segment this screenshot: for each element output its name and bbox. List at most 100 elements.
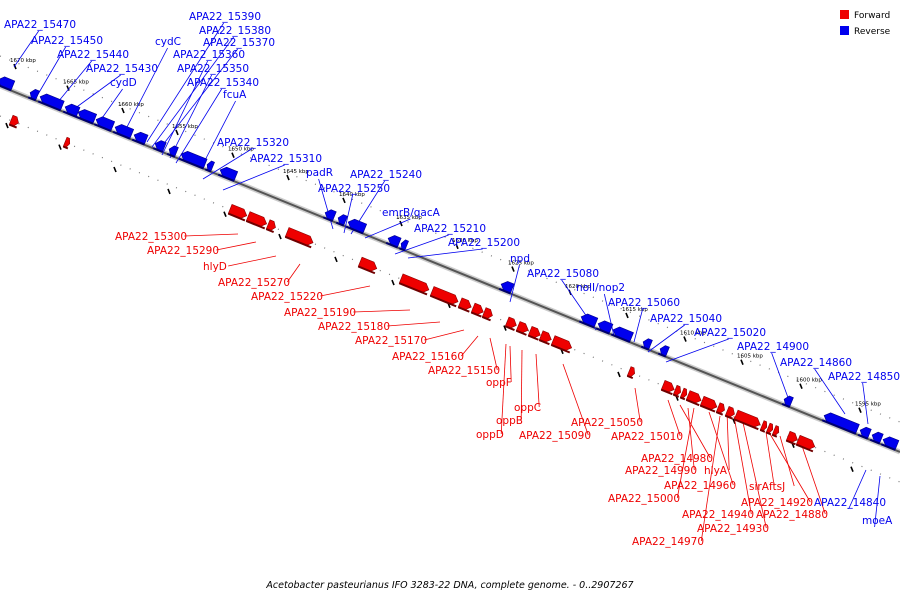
forward-gene-arrow [504,316,517,331]
reverse-gene-label: APA22_15200 [448,237,520,249]
reverse-gene-label: APA22_14900 [737,341,809,353]
label-leader-line [679,404,711,459]
forward-gene-arrow [62,136,71,150]
reverse-gene-arrow [37,93,65,112]
label-leader-line [175,88,222,164]
tick-mark [175,129,179,136]
tick-label: 1640 kbp [339,192,365,198]
forward-gene-arrow [429,286,459,308]
tick-mark [223,211,227,218]
tick-mark [511,266,515,272]
forward-gene-arrow [626,366,635,380]
reverse-gene-arrow [62,103,81,118]
label-leader-line [353,309,411,313]
label-leader-line [161,60,209,156]
tick-mark [391,279,395,286]
gene-features [0,76,900,453]
forward-gene-label: APA22_15090 [519,430,591,442]
reverse-gene-arrow [857,426,872,440]
forward-gene-arrow [672,384,681,398]
tick-mark [121,107,125,114]
tick-mark [625,312,629,319]
reverse-gene-label: APA22_15360 [173,49,245,61]
forward-gene-label: APA22_15160 [392,351,464,363]
label-leader-line [200,100,236,169]
forward-gene-label: APA22_15170 [355,335,427,347]
label-leader-line [73,74,121,110]
reverse-gene-arrow [93,116,116,132]
reverse-gene-arrow [178,150,208,170]
reverse-gene-label: APA22_15430 [86,63,158,75]
forward-gene-arrow [733,409,761,431]
reverse-gene-arrow [385,235,402,249]
tick-mark [399,220,403,227]
forward-gene-arrow [470,302,484,318]
forward-gene-arrow [357,256,378,275]
reverse-gene-arrow [869,431,884,445]
forward-gene-label: APA22_14990 [625,465,697,477]
label-leader-line [667,399,681,437]
forward-gene-arrow [227,203,248,222]
reverse-gene-arrow [595,320,614,335]
reverse-gene-arrow [166,145,179,158]
label-leader-line [603,293,615,337]
forward-gene-label: hlyD [203,261,227,273]
forward-gene-label: APA22_15010 [611,431,683,443]
tick-label: 1665 kbp [63,80,89,86]
reverse-gene-arrow [781,395,794,408]
forward-gene-arrow [457,297,472,313]
label-leader-lines [13,22,881,542]
tick-label: 1605 kbp [737,354,763,360]
forward-gene-label: oppC [514,402,541,414]
label-leader-line [769,433,811,503]
label-leader-line [647,324,685,353]
forward-gene-label: APA22_15150 [428,365,500,377]
label-leader-line [687,407,695,471]
tick-mark [231,152,235,159]
forward-gene-label: sirA [749,481,770,493]
reverse-gene-arrow [345,218,368,235]
reverse-gene-label: emrB/qacA [382,207,441,219]
label-leader-line [634,387,641,423]
reverse-gene-label: cydC [155,36,181,48]
reverse-gene-label: APA22_15390 [189,11,261,23]
tick-label: 1635 kbp [396,215,422,221]
forward-gene-arrow [685,390,702,407]
tick-mark [740,359,744,366]
reverse-gene-label: APA22_15350 [177,63,249,75]
label-leader-line [726,411,730,471]
reverse-gene-label: APA22_14860 [780,357,852,369]
tick-mark [5,122,9,129]
forward-gene-label: APA22_15270 [218,277,290,289]
tick-mark [732,418,736,425]
forward-gene-arrow [8,114,19,129]
forward-gene-arrow [265,219,276,234]
tick-label: 1620 kbp [565,284,591,290]
forward-gene-arrow [515,321,529,336]
tick-mark [334,256,338,263]
label-leader-line [364,218,411,239]
tick-label: 1630 kbp [452,238,478,244]
label-leader-line [535,353,540,408]
label-leader-line [500,343,507,435]
tick-label: 1595 kbp [855,402,881,408]
reverse-gene-label: APA22_15370 [203,37,275,49]
reverse-gene-label: APA22_15210 [414,223,486,235]
forward-gene-arrow [715,402,725,416]
label-leader-line [771,352,791,404]
reverse-gene-arrow [578,313,599,329]
label-leader-line [799,439,826,515]
reverse-gene-label: APA22_14850 [828,371,900,383]
label-leader-line [202,148,252,180]
tick-label: 1610 kbp [680,331,706,337]
label-leader-line [216,241,257,251]
label-leader-line [407,248,483,259]
label-leader-line [848,469,867,510]
reverse-gene-arrow [27,89,40,102]
reverse-gene-label: APA22_15020 [694,327,766,339]
reverse-gene-label: nolI/nop2 [576,282,625,294]
label-leader-line [708,411,734,486]
forward-gene-label: oppD [476,429,504,441]
label-leader-line [157,48,238,152]
